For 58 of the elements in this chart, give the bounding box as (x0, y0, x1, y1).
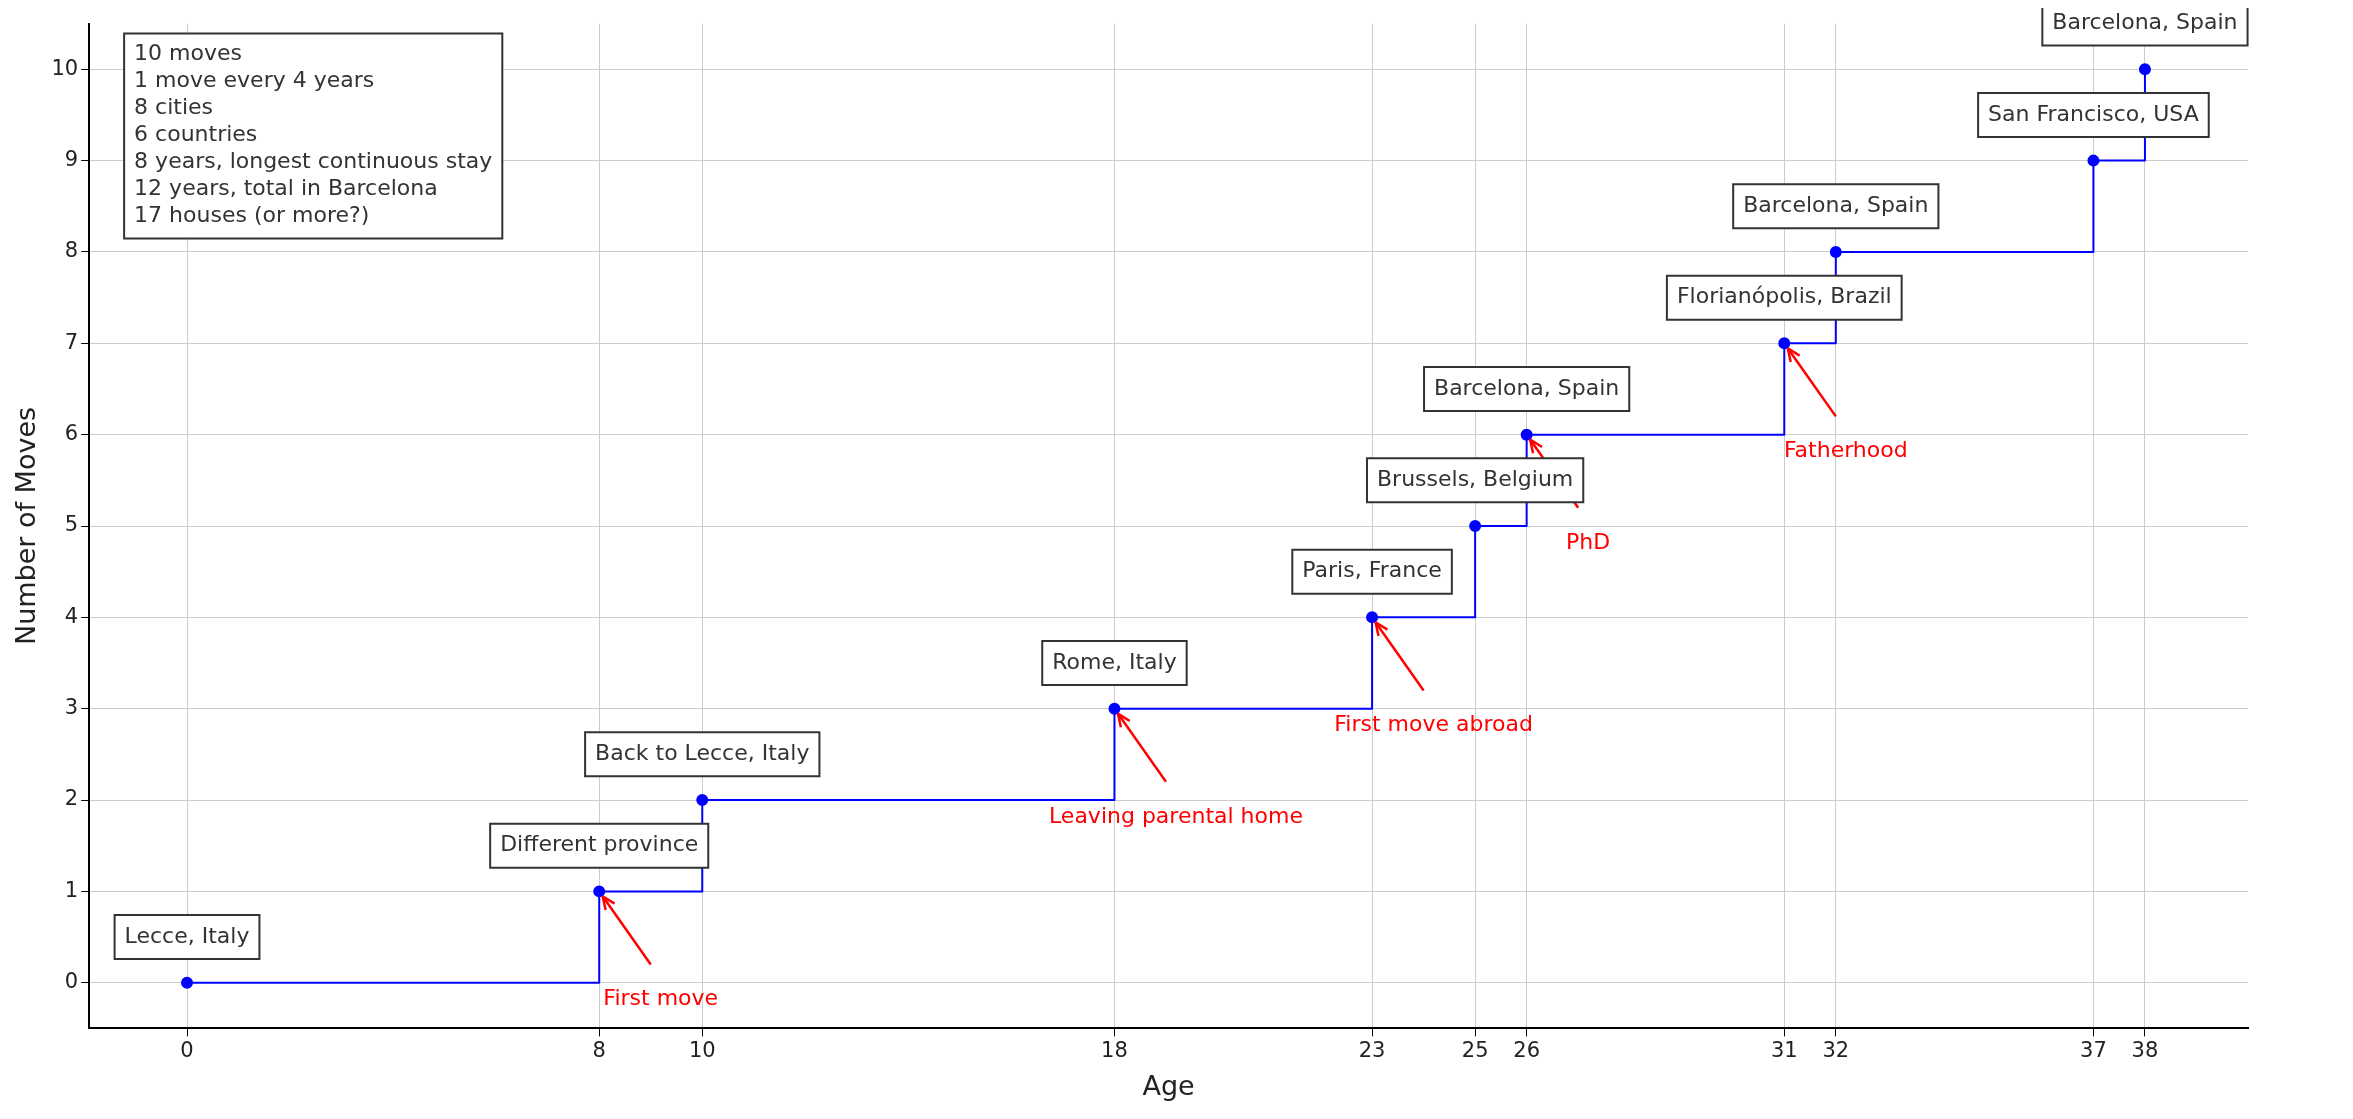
y-tick-label: 2 (64, 786, 79, 811)
annotation: PhD (1566, 528, 1611, 554)
data-label: Barcelona, Spain (2052, 9, 2238, 35)
y-tick-label: 9 (64, 147, 79, 172)
point (1520, 428, 1533, 441)
data-label: Barcelona, Spain (1434, 374, 1620, 400)
y-tick-label: 6 (64, 421, 79, 446)
data-label: Lecce, Italy (124, 922, 250, 948)
annotation: 8 years, longest continuous stay (134, 148, 493, 174)
x-tick-label: 38 (2131, 1038, 2159, 1063)
x-tick-label: 23 (1358, 1038, 1386, 1063)
data-label: Paris, France (1302, 557, 1442, 583)
x-tick-label: 18 (1101, 1038, 1128, 1063)
x-tick-label: 25 (1461, 1038, 1489, 1063)
point (1829, 245, 1842, 258)
point (181, 976, 194, 989)
y-tick-label: 1 (64, 877, 79, 902)
x-axis-title: Age (1142, 1069, 1195, 1101)
x-tick-label: 10 (688, 1038, 716, 1063)
data-label: San Francisco, USA (1988, 100, 2199, 126)
data-label: Brussels, Belgium (1376, 466, 1574, 492)
data-label: Florianópolis, Brazil (1676, 283, 1892, 309)
y-tick-label: 3 (64, 695, 79, 720)
annotation: 12 years, total in Barcelona (134, 175, 438, 201)
point (1108, 702, 1121, 715)
x-tick-label: 0 (180, 1038, 194, 1063)
annotation: 8 cities (134, 94, 214, 120)
data-label: Different province (500, 831, 699, 857)
x-tick-label: 37 (2080, 1038, 2107, 1063)
annotation: 17 houses (or more?) (134, 202, 370, 228)
annotation: Leaving parental home (1048, 802, 1303, 828)
point (593, 885, 606, 898)
point (1469, 520, 1482, 532)
y-tick-label: 10 (51, 55, 79, 80)
point (1366, 611, 1379, 624)
point (1778, 337, 1791, 350)
x-tick-label: 31 (1770, 1038, 1798, 1063)
point (696, 794, 709, 807)
x-tick-label: 32 (1822, 1038, 1850, 1063)
annotation: 1 move every 4 years (134, 67, 375, 93)
point (2138, 63, 2151, 76)
annotation: Fatherhood (1783, 437, 1908, 463)
y-tick-label: 8 (64, 238, 79, 263)
annotation: First move (603, 985, 719, 1011)
annotation: 10 moves (134, 40, 243, 66)
data-label: Back to Lecce, Italy (595, 740, 810, 766)
y-tick-label: 5 (64, 512, 79, 537)
y-tick-label: 0 (64, 969, 79, 994)
data-label: Rome, Italy (1052, 648, 1177, 674)
annotation: 6 countries (134, 121, 258, 147)
point (2087, 154, 2100, 167)
x-tick-label: 8 (592, 1038, 606, 1063)
y-axis-title: Number of Moves (10, 406, 42, 646)
y-tick-label: 7 (64, 329, 79, 354)
annotation: First move abroad (1334, 711, 1533, 737)
y-tick-label: 4 (64, 603, 79, 628)
x-tick-label: 26 (1513, 1038, 1541, 1063)
data-label: Barcelona, Spain (1743, 192, 1929, 218)
